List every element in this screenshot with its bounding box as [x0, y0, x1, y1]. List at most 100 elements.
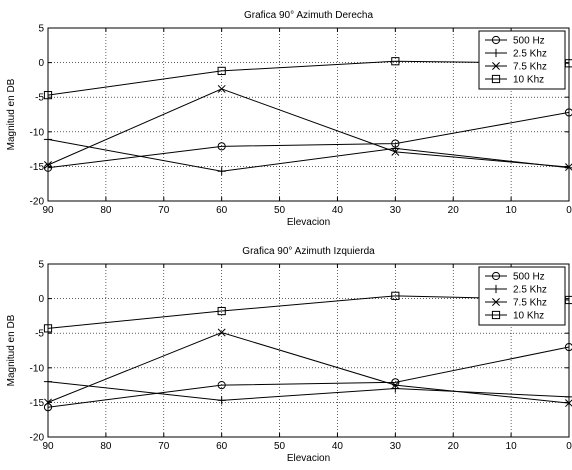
series-1-point — [217, 381, 226, 390]
x-tick-label: 40 — [332, 205, 344, 216]
legend-item: 2.5 Khz — [485, 49, 547, 60]
y-tick-label: -20 — [30, 433, 45, 444]
legend-item: 500 Hz — [485, 272, 545, 283]
y-axis-label: Magnitud en DB — [6, 78, 17, 150]
legend-label: 10 Khz — [513, 75, 544, 86]
series-line-2 — [47, 381, 570, 401]
x-tick-label: 0 — [566, 441, 572, 452]
legend-label: 500 Hz — [513, 272, 545, 283]
legend-item: 500 Hz — [485, 36, 545, 47]
y-tick-label: 5 — [38, 24, 44, 35]
x-tick-label: 50 — [274, 441, 286, 452]
series-line-1 — [47, 111, 570, 169]
x-tick-label: 30 — [390, 205, 402, 216]
legend-item: 7.5 Khz — [485, 62, 547, 73]
y-tick-label: -15 — [30, 162, 45, 173]
x-tick-label: 40 — [332, 441, 344, 452]
x-tick-label: 30 — [390, 441, 402, 452]
series-1-point — [43, 403, 53, 412]
x-tick-label: 90 — [42, 441, 54, 452]
legend-marker — [491, 35, 501, 45]
series-1-point — [564, 342, 572, 352]
chart-title: Grafica 90° Azimuth Izquierda — [242, 246, 375, 257]
series-3-point — [217, 84, 226, 93]
x-tick-label: 10 — [506, 205, 518, 216]
y-tick-label: 5 — [38, 260, 44, 271]
x-tick-label: 90 — [42, 205, 54, 216]
legend-marker — [491, 74, 501, 84]
series-3-point — [391, 381, 400, 390]
legend-marker — [492, 298, 500, 306]
series-4-point — [43, 91, 53, 100]
series-line-1 — [47, 346, 570, 408]
y-tick-label: -15 — [30, 398, 45, 409]
legend-item: 2.5 Khz — [485, 285, 547, 296]
series-4-point — [217, 66, 226, 76]
series-3-point — [44, 161, 52, 169]
legend-label: 7.5 Khz — [513, 62, 547, 73]
y-tick-label: -20 — [30, 197, 45, 208]
series-2-point — [217, 167, 226, 176]
legend-label: 10 Khz — [513, 311, 544, 322]
series-4-point — [217, 306, 226, 316]
y-tick-label: 0 — [38, 58, 44, 69]
series-2-point — [391, 144, 400, 153]
series-3-point — [44, 398, 52, 407]
series-3-point — [391, 147, 400, 156]
x-tick-label: 60 — [216, 441, 228, 452]
y-tick-label: 0 — [38, 294, 44, 305]
x-tick-label: 50 — [274, 205, 286, 216]
y-tick-label: -10 — [30, 127, 45, 138]
y-tick-label: -5 — [35, 329, 44, 340]
series-3-point — [565, 399, 572, 408]
y-tick-label: -10 — [30, 363, 45, 374]
y-tick-label: -5 — [35, 93, 44, 104]
legend-marker — [491, 284, 501, 294]
series-1-point — [217, 142, 226, 151]
legend-item: 7.5 Khz — [485, 298, 547, 309]
legend-item: 10 Khz — [485, 75, 544, 86]
legend-label: 500 Hz — [513, 36, 545, 47]
series-2-point — [217, 396, 226, 405]
series-1-point — [564, 108, 572, 117]
series-line-3 — [47, 88, 570, 168]
legend: 500 Hz 2.5 Khz 7.5 Khz 10 Khz — [478, 30, 566, 90]
x-tick-label: 60 — [216, 205, 228, 216]
legend-marker — [491, 48, 501, 58]
legend-label: 2.5 Khz — [513, 285, 547, 296]
legend: 500 Hz 2.5 Khz 7.5 Khz 10 Khz — [478, 266, 566, 326]
legend-marker — [491, 271, 501, 281]
x-tick-label: 70 — [158, 205, 170, 216]
x-tick-label: 10 — [506, 441, 518, 452]
legend-label: 2.5 Khz — [513, 49, 547, 60]
legend-marker — [492, 62, 500, 70]
series-3-point — [217, 328, 226, 337]
legend-marker — [491, 310, 501, 320]
series-4-point — [43, 324, 53, 333]
x-tick-label: 20 — [448, 205, 460, 216]
chart-title: Grafica 90° Azimuth Derecha — [244, 10, 373, 21]
series-2-point — [43, 135, 53, 144]
series-1-point — [43, 163, 53, 172]
series-2-point — [43, 377, 53, 386]
series-4-point — [391, 57, 400, 66]
series-3-point — [565, 163, 572, 172]
series-2-point — [391, 384, 400, 393]
x-tick-label: 0 — [566, 205, 572, 216]
x-tick-label: 80 — [100, 205, 112, 216]
x-tick-label: 70 — [158, 441, 170, 452]
x-tick-label: 20 — [448, 441, 460, 452]
y-axis-label: Magnitud en DB — [6, 314, 17, 386]
plot-frame — [47, 27, 570, 202]
legend-item: 10 Khz — [485, 311, 544, 322]
series-4-point — [391, 291, 400, 300]
legend-label: 7.5 Khz — [513, 298, 547, 309]
x-axis-label: Elevacion — [287, 453, 330, 464]
series-line-2 — [47, 138, 570, 172]
x-axis-label: Elevacion — [287, 217, 330, 228]
x-tick-label: 80 — [100, 441, 112, 452]
series-line-3 — [47, 331, 570, 404]
